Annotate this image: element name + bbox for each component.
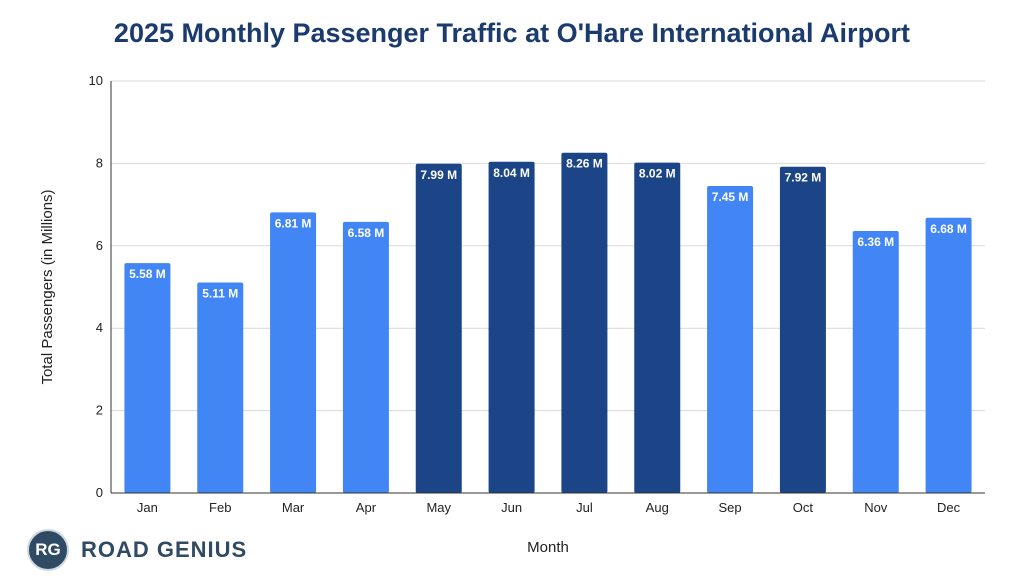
data-label-jun: 8.04 M [493,166,530,180]
bars: 5.58 M 5.11 M 6.81 M 6.58 M 7.99 M 8.04 M 8.26… [124,152,972,494]
x-tick-label-jul: Jul [576,500,593,515]
grid-lines [111,80,985,412]
data-label-feb: 5.11 M [202,286,238,300]
data-label-nov: 6.36 M [857,235,894,249]
data-label-oct: 7.92 M [785,171,822,185]
chart-title: 2025 Monthly Passenger Traffic at O'Hare… [113,18,911,48]
y-tick-label: 0 [96,485,103,500]
bar-jun [488,161,535,493]
y-tick-label: 4 [96,320,103,335]
y-tick-label: 6 [96,238,103,253]
bar-oct [779,166,826,494]
bar-aug [634,162,681,494]
axes: 0 2 4 6 8 10 Jan Feb Mar Apr May Jun Jul Aug Sep Oct Nov… [89,73,985,515]
x-tick-label-oct: Oct [793,500,814,515]
x-axis-title: Month [527,539,569,556]
y-tick-label: 8 [96,155,103,170]
data-label-sep: 7.45 M [712,190,749,204]
data-label-mar: 6.81 M [275,216,312,230]
y-tick-label: 2 [96,403,103,418]
bar-nov [852,230,899,493]
bar-jan [124,263,171,493]
x-tick-label-jan: Jan [137,500,158,515]
x-tick-label-apr: Apr [356,500,377,515]
data-label-dec: 6.68 M [930,222,967,236]
x-tick-label-mar: Mar [282,500,305,515]
road-genius-logo: RG ROAD GENIUS [27,529,247,571]
data-label-jul: 8.26 M [566,157,603,171]
bar-sep [707,186,754,493]
x-tick-label-may: May [426,500,451,515]
bar-may [415,163,462,493]
x-tick-label-feb: Feb [209,500,231,515]
data-label-jan: 5.58 M [129,267,166,281]
logo-badge-icon: RG [27,529,69,571]
y-axis-title: Total Passengers (in Millions) [39,189,56,384]
bar-dec [925,217,972,493]
data-label-may: 7.99 M [420,168,457,182]
bar-jul [561,152,608,494]
data-label-apr: 6.58 M [348,226,385,240]
data-label-aug: 8.02 M [639,167,676,181]
x-tick-label-nov: Nov [864,500,888,515]
bar-apr [342,221,389,494]
x-tick-label-dec: Dec [937,500,961,515]
x-tick-label-aug: Aug [646,500,669,515]
x-tick-label-sep: Sep [719,500,742,515]
bar-feb [197,282,244,493]
bar-mar [270,212,317,494]
x-tick-label-jun: Jun [501,500,522,515]
y-tick-label: 10 [89,73,103,88]
logo-text: ROAD GENIUS [81,537,248,562]
